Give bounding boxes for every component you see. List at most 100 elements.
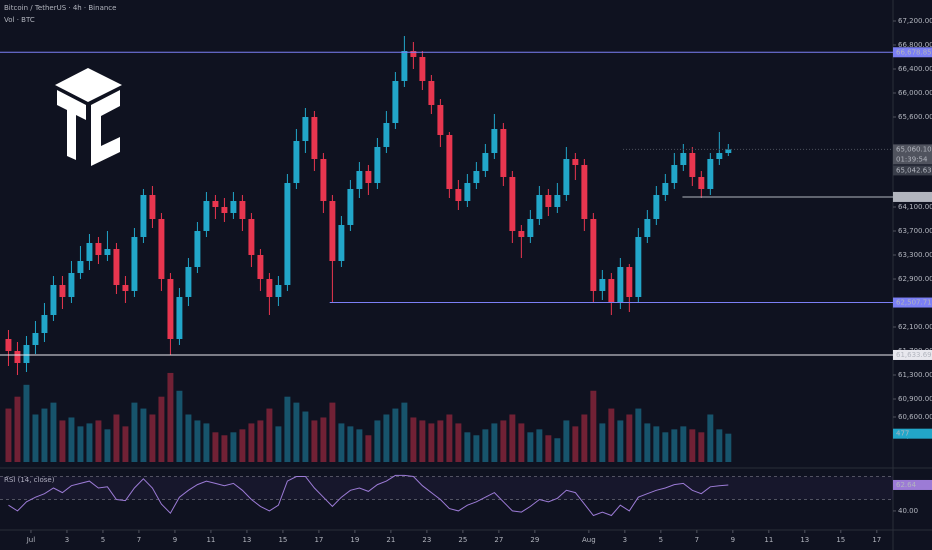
logo	[55, 68, 122, 166]
price-tag	[893, 144, 932, 165]
candle-body	[446, 135, 453, 189]
volume-bar	[59, 420, 66, 462]
x-tick-label: 7	[137, 536, 141, 544]
x-tick-label: 9	[731, 536, 735, 544]
volume-bar	[473, 435, 480, 462]
candle-body	[392, 81, 399, 123]
volume-bar	[698, 432, 705, 462]
candle-body	[644, 219, 651, 237]
candle-body	[5, 339, 12, 351]
candle-body	[158, 219, 165, 279]
candle-body	[608, 279, 615, 303]
x-tick-label: 15	[836, 536, 845, 544]
y-tick-label: 62,900.00	[898, 275, 932, 283]
volume-tag	[893, 428, 932, 439]
candle-body	[77, 261, 84, 273]
volume-tag-label: 477	[896, 430, 909, 438]
volume-bar	[590, 390, 597, 462]
candle-body	[500, 129, 507, 177]
candle-body	[248, 219, 255, 255]
candle-body	[122, 285, 129, 291]
x-tick-label: 11	[764, 536, 773, 544]
candle-body	[140, 195, 147, 237]
volume-bar	[509, 414, 516, 462]
candle-body	[230, 201, 237, 213]
rsi-line	[8, 474, 729, 517]
rsi-tag	[893, 479, 932, 490]
volume-bar	[338, 423, 345, 462]
volume-bar	[275, 426, 282, 462]
volume-bar	[392, 408, 399, 462]
volume-bar	[554, 438, 561, 462]
candle-body	[302, 117, 309, 141]
volume-bar	[320, 417, 327, 462]
candle-body	[149, 195, 156, 219]
candle-body	[671, 165, 678, 183]
candle-body	[185, 267, 192, 297]
volume-bar	[14, 396, 21, 462]
rsi-band	[0, 476, 893, 500]
y-tick-label: 66,400.00	[898, 65, 932, 73]
candle-body	[491, 129, 498, 153]
volume-bar	[518, 423, 525, 462]
x-tick-label: 15	[278, 536, 287, 544]
y-tick-label: 63,300.00	[898, 251, 932, 259]
candle-body	[320, 159, 327, 201]
volume-bar	[482, 429, 489, 462]
x-tick-label: 7	[695, 536, 699, 544]
candle-body	[536, 195, 543, 219]
candle-body	[212, 201, 219, 207]
volume-bar	[140, 408, 147, 462]
x-tick-label: 3	[65, 536, 69, 544]
volume-bar	[527, 432, 534, 462]
y-tick-label: 63,700.00	[898, 227, 932, 235]
volume-bar	[167, 372, 174, 462]
volume-bar	[401, 402, 408, 462]
candle-body	[131, 237, 138, 291]
chart-title: Bitcoin / TetherUS · 4h · Binance	[4, 4, 116, 12]
candle-body	[32, 333, 39, 345]
volume-bar	[122, 426, 129, 462]
candle-body	[68, 273, 75, 297]
price-tag-label: 62,507.71	[896, 299, 932, 307]
candle-body	[518, 231, 525, 237]
candle-body	[617, 267, 624, 303]
candle-body	[482, 153, 489, 171]
candle-body	[653, 195, 660, 219]
y-tick-label: 62,100.00	[898, 323, 932, 331]
x-tick-label: 23	[422, 536, 431, 544]
rsi-title: RSI (14, close)	[4, 476, 55, 484]
volume-bar	[194, 420, 201, 462]
x-tick-label: 19	[350, 536, 359, 544]
candle-body	[356, 171, 363, 189]
volume-bar	[680, 426, 687, 462]
volume-bar	[41, 408, 48, 462]
price-tag	[893, 165, 932, 176]
volume-bar	[455, 423, 462, 462]
volume-bar	[653, 426, 660, 462]
volume-bar	[545, 435, 552, 462]
candle-body	[14, 351, 21, 363]
y-tick-label: 67,200.00	[898, 17, 932, 25]
volume-bar	[95, 420, 102, 462]
volume-bar	[185, 414, 192, 462]
candle-body	[293, 141, 300, 183]
volume-bar	[626, 414, 633, 462]
candle-body	[176, 297, 183, 339]
candle-body	[725, 149, 732, 153]
candle-body	[599, 279, 606, 291]
x-tick-label: 13	[242, 536, 251, 544]
candle-body	[554, 195, 561, 207]
candle-body	[374, 147, 381, 183]
volume-bar	[716, 429, 723, 462]
rsi-tag-label: 62.64	[896, 481, 917, 489]
x-tick-label: 21	[386, 536, 395, 544]
x-tick-label: 5	[659, 536, 663, 544]
price-tag	[893, 47, 932, 58]
candle-body	[113, 249, 120, 285]
candle-body	[365, 171, 372, 183]
volume-title: Vol · BTC	[4, 16, 35, 24]
